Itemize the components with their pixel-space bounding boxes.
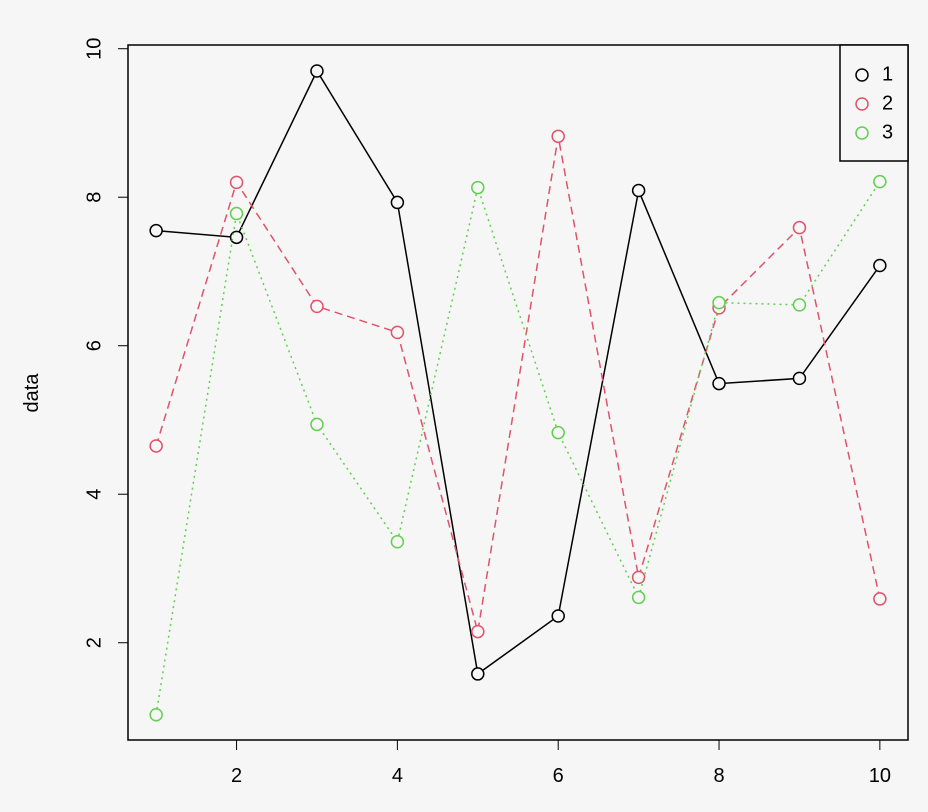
y-tick-label: 4 — [83, 489, 105, 500]
legend-label: 3 — [882, 121, 893, 143]
legend-marker — [855, 68, 869, 82]
data-point — [551, 425, 565, 440]
data-point — [471, 180, 485, 195]
data-point — [873, 592, 887, 606]
data-point — [873, 258, 887, 273]
data-point — [712, 295, 726, 310]
plot-frame — [127, 44, 909, 741]
legend-marker — [855, 126, 869, 140]
legend-label: 2 — [882, 92, 893, 114]
data-point — [310, 299, 324, 314]
data-point — [149, 439, 163, 453]
x-tick-label: 10 — [869, 765, 891, 787]
data-point — [712, 376, 726, 391]
y-axis-label: data — [21, 373, 43, 413]
data-point — [149, 223, 163, 238]
data-point — [229, 175, 244, 190]
data-point — [631, 183, 646, 198]
data-point — [792, 371, 807, 386]
data-point — [310, 417, 324, 432]
y-tick-label: 8 — [83, 192, 105, 203]
data-point — [631, 590, 646, 605]
data-point — [149, 708, 163, 722]
data-point — [792, 220, 807, 235]
data-point — [229, 230, 244, 245]
data-point — [390, 534, 405, 549]
legend-marker — [855, 97, 869, 111]
data-point — [631, 570, 646, 585]
x-tick-label: 6 — [553, 765, 564, 787]
series-line — [155, 136, 881, 632]
y-tick-label: 6 — [83, 340, 105, 351]
data-point — [551, 609, 565, 623]
x-tick-label: 2 — [231, 765, 242, 787]
y-tick-label: 10 — [83, 38, 105, 60]
data-point — [229, 206, 244, 221]
data-point — [390, 325, 405, 340]
legend-box — [839, 44, 909, 162]
data-point — [551, 129, 565, 144]
x-tick-label: 4 — [392, 765, 403, 787]
data-point — [471, 624, 485, 639]
data-point — [310, 64, 324, 78]
data-point — [792, 298, 807, 312]
series-line — [156, 69, 881, 676]
y-tick-label: 2 — [83, 637, 105, 648]
x-tick-label: 8 — [713, 765, 724, 787]
data-point — [873, 174, 887, 189]
data-point — [471, 667, 485, 681]
legend-label: 1 — [882, 63, 893, 85]
data-point — [390, 195, 405, 210]
